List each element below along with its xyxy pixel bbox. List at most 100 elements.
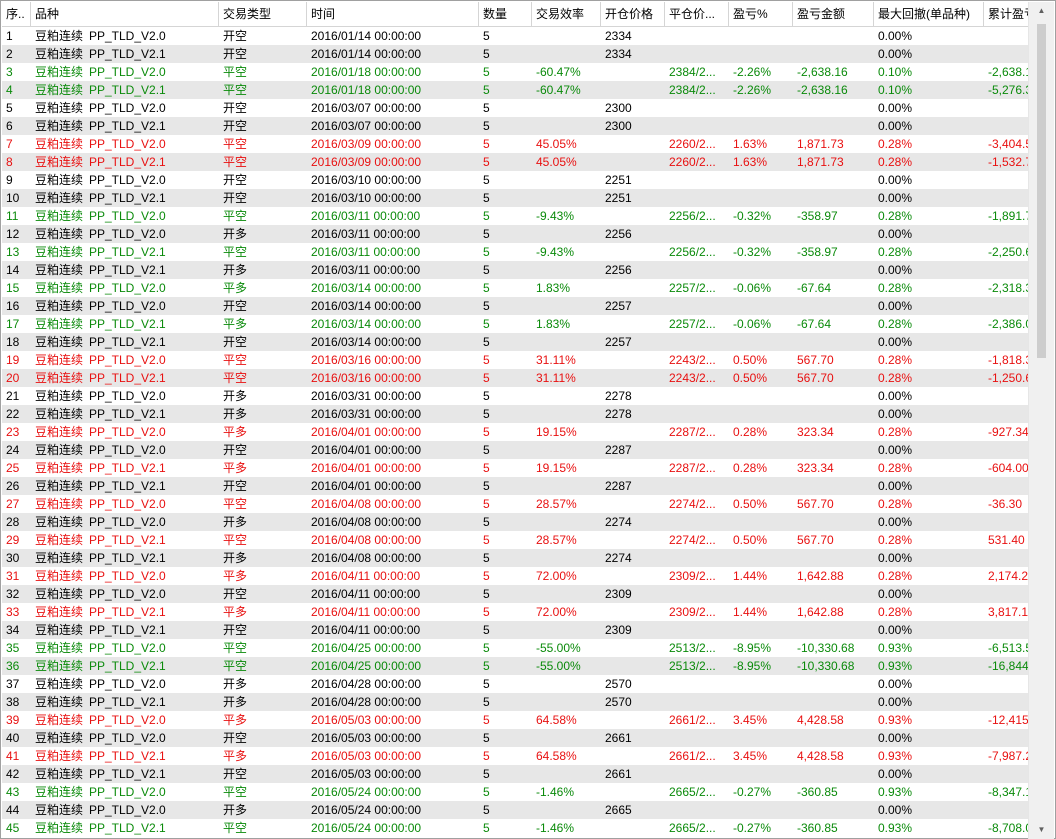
row-close-price (665, 621, 729, 639)
table-row[interactable]: 26 豆粕连续 PP_TLD_V2.1 开空 2016/04/01 00:00:00 5 2… (2, 477, 1030, 495)
table-row[interactable]: 12 豆粕连续 PP_TLD_V2.0 开多 2016/03/11 00:00:00 5 2… (2, 225, 1030, 243)
row-instrument: 豆粕连续 (35, 731, 84, 745)
column-header-efficiency[interactable]: 交易效率 (532, 2, 601, 26)
row-cumulative-pnl (984, 171, 1030, 189)
column-header-pnl-amount[interactable]: 盈亏金额 (793, 2, 874, 26)
row-max-drawdown: 0.00% (878, 191, 913, 205)
table-row[interactable]: 6 豆粕连续 PP_TLD_V2.1 开空 2016/03/07 00:00:00 5 23… (2, 117, 1030, 135)
table-row[interactable]: 41 豆粕连续 PP_TLD_V2.1 平多 2016/05/03 00:00:00 5 6… (2, 747, 1030, 765)
table-row[interactable]: 14 豆粕连续 PP_TLD_V2.1 开多 2016/03/11 00:00:00 5 2… (2, 261, 1030, 279)
row-pnl-pct (729, 441, 793, 459)
row-efficiency: 19.15% (536, 425, 577, 439)
row-seq: 43 (6, 785, 20, 799)
column-header-strategy[interactable] (85, 2, 219, 26)
table-row[interactable]: 13 豆粕连续 PP_TLD_V2.1 平空 2016/03/11 00:00:00 5 -… (2, 243, 1030, 261)
column-header-seq[interactable]: 序.. (2, 2, 31, 26)
arrow-down-icon[interactable]: ▼ (1037, 825, 1046, 834)
table-row[interactable]: 15 豆粕连续 PP_TLD_V2.0 平多 2016/03/14 00:00:00 5 1… (2, 279, 1030, 297)
table-row[interactable]: 7 豆粕连续 PP_TLD_V2.0 平空 2016/03/09 00:00:00 5 45… (2, 135, 1030, 153)
row-efficiency (532, 225, 601, 243)
table-row[interactable]: 40 豆粕连续 PP_TLD_V2.0 开空 2016/05/03 00:00:00 5 2… (2, 729, 1030, 747)
table-row[interactable]: 4 豆粕连续 PP_TLD_V2.1 平空 2016/01/18 00:00:00 5 -6… (2, 81, 1030, 99)
row-instrument: 豆粕连续 (35, 497, 84, 511)
row-close-price (665, 405, 729, 423)
table-row[interactable]: 21 豆粕连续 PP_TLD_V2.0 开多 2016/03/31 00:00:00 5 2… (2, 387, 1030, 405)
row-cumulative-pnl: -1,250.6 (988, 371, 1030, 385)
table-row[interactable]: 8 豆粕连续 PP_TLD_V2.1 平空 2016/03/09 00:00:00 5 45… (2, 153, 1030, 171)
table-row[interactable]: 29 豆粕连续 PP_TLD_V2.1 平空 2016/04/08 00:00:00 5 2… (2, 531, 1030, 549)
table-row[interactable]: 11 豆粕连续 PP_TLD_V2.0 平空 2016/03/11 00:00:00 5 -… (2, 207, 1030, 225)
table-row[interactable]: 35 豆粕连续 PP_TLD_V2.0 平空 2016/04/25 00:00:00 5 -… (2, 639, 1030, 657)
column-header-quantity[interactable]: 数量 (479, 2, 532, 26)
table-row[interactable]: 39 豆粕连续 PP_TLD_V2.0 平多 2016/05/03 00:00:00 5 6… (2, 711, 1030, 729)
table-row[interactable]: 10 豆粕连续 PP_TLD_V2.1 开空 2016/03/10 00:00:00 5 2… (2, 189, 1030, 207)
row-pnl-amount (793, 621, 874, 639)
row-pnl-pct: 0.28% (733, 461, 768, 475)
table-row[interactable]: 22 豆粕连续 PP_TLD_V2.1 开多 2016/03/31 00:00:00 5 2… (2, 405, 1030, 423)
row-trade-type: 开多 (223, 227, 248, 241)
table-row[interactable]: 16 豆粕连续 PP_TLD_V2.0 开空 2016/03/14 00:00:00 5 2… (2, 297, 1030, 315)
table-row[interactable]: 42 豆粕连续 PP_TLD_V2.1 开空 2016/05/03 00:00:00 5 2… (2, 765, 1030, 783)
row-pnl-amount (793, 297, 874, 315)
table-row[interactable]: 3 豆粕连续 PP_TLD_V2.0 平空 2016/01/18 00:00:00 5 -6… (2, 63, 1030, 81)
table-row[interactable]: 24 豆粕连续 PP_TLD_V2.0 开空 2016/04/01 00:00:00 5 2… (2, 441, 1030, 459)
table-row[interactable]: 2 豆粕连续 PP_TLD_V2.1 开空 2016/01/14 00:00:00 5 23… (2, 45, 1030, 63)
column-header-trade-type[interactable]: 交易类型 (219, 2, 307, 26)
table-row[interactable]: 30 豆粕连续 PP_TLD_V2.1 开多 2016/04/08 00:00:00 5 2… (2, 549, 1030, 567)
column-header-cumulative-pnl[interactable]: 累计盈亏 (984, 2, 1030, 26)
table-row[interactable]: 38 豆粕连续 PP_TLD_V2.1 开多 2016/04/28 00:00:00 5 2… (2, 693, 1030, 711)
column-header-instrument[interactable]: 品种 (35, 7, 60, 21)
table-row[interactable]: 37 豆粕连续 PP_TLD_V2.0 开多 2016/04/28 00:00:00 5 2… (2, 675, 1030, 693)
table-row[interactable]: 25 豆粕连续 PP_TLD_V2.1 平多 2016/04/01 00:00:00 5 1… (2, 459, 1030, 477)
table-row[interactable]: 27 豆粕连续 PP_TLD_V2.0 平空 2016/04/08 00:00:00 5 2… (2, 495, 1030, 513)
table-row[interactable]: 5 豆粕连续 PP_TLD_V2.0 开空 2016/03/07 00:00:00 5 23… (2, 99, 1030, 117)
table-row[interactable]: 43 豆粕连续 PP_TLD_V2.0 平空 2016/05/24 00:00:00 5 -… (2, 783, 1030, 801)
row-pnl-amount: 567.70 (797, 353, 834, 367)
row-open-price: 2257 (605, 335, 632, 349)
vertical-scrollbar[interactable]: ▲ ▼ (1028, 2, 1054, 839)
row-seq: 44 (6, 803, 20, 817)
column-header-time[interactable]: 时间 (307, 2, 479, 26)
table-row[interactable]: 32 豆粕连续 PP_TLD_V2.0 开空 2016/04/11 00:00:00 5 2… (2, 585, 1030, 603)
row-seq: 2 (6, 47, 13, 61)
row-max-drawdown: 0.10% (878, 83, 913, 97)
row-time: 2016/04/08 00:00:00 (311, 497, 422, 511)
table-row[interactable]: 45 豆粕连续 PP_TLD_V2.1 平空 2016/05/24 00:00:00 5 -… (2, 819, 1030, 837)
table-row[interactable]: 20 豆粕连续 PP_TLD_V2.1 平空 2016/03/16 00:00:00 5 3… (2, 369, 1030, 387)
row-instrument: 豆粕连续 (35, 443, 84, 457)
row-open-price (601, 423, 665, 441)
column-header-max-drawdown[interactable]: 最大回撤(单品种) (874, 2, 984, 26)
table-row[interactable]: 34 豆粕连续 PP_TLD_V2.1 开空 2016/04/11 00:00:00 5 2… (2, 621, 1030, 639)
row-max-drawdown: 0.00% (878, 389, 913, 403)
row-close-price (665, 675, 729, 693)
table-row[interactable]: 31 豆粕连续 PP_TLD_V2.0 平多 2016/04/11 00:00:00 5 7… (2, 567, 1030, 585)
row-pnl-amount (793, 549, 874, 567)
row-efficiency (532, 513, 601, 531)
table-row[interactable]: 23 豆粕连续 PP_TLD_V2.0 平多 2016/04/01 00:00:00 5 1… (2, 423, 1030, 441)
row-pnl-pct: 0.50% (733, 353, 768, 367)
row-max-drawdown: 0.28% (878, 605, 913, 619)
row-max-drawdown: 0.28% (878, 245, 913, 259)
table-row[interactable]: 18 豆粕连续 PP_TLD_V2.1 开空 2016/03/14 00:00:00 5 2… (2, 333, 1030, 351)
column-header-open-price[interactable]: 开仓价格 (601, 2, 665, 26)
table-row[interactable]: 36 豆粕连续 PP_TLD_V2.1 平空 2016/04/25 00:00:00 5 -… (2, 657, 1030, 675)
table-row[interactable]: 1 豆粕连续 PP_TLD_V2.0 开空 2016/01/14 00:00:00 5 23… (2, 27, 1030, 45)
row-open-price: 2274 (605, 551, 632, 565)
table-row[interactable]: 9 豆粕连续 PP_TLD_V2.0 开空 2016/03/10 00:00:00 5 22… (2, 171, 1030, 189)
row-close-price: 2665/2... (669, 821, 716, 835)
column-header-close-price[interactable]: 平仓价... (665, 2, 729, 26)
row-instrument: 豆粕连续 (35, 749, 84, 763)
row-cumulative-pnl: -2,250.6 (988, 245, 1030, 259)
arrow-up-icon[interactable]: ▲ (1037, 6, 1046, 15)
row-strategy: PP_TLD_V2.0 (89, 389, 166, 403)
table-row[interactable]: 19 豆粕连续 PP_TLD_V2.0 平空 2016/03/16 00:00:00 5 3… (2, 351, 1030, 369)
row-cumulative-pnl (984, 549, 1030, 567)
table-row[interactable]: 17 豆粕连续 PP_TLD_V2.1 平多 2016/03/14 00:00:00 5 1… (2, 315, 1030, 333)
column-header-pnl-pct[interactable]: 盈亏% (729, 2, 793, 26)
row-close-price: 2257/2... (669, 317, 716, 331)
table-row[interactable]: 44 豆粕连续 PP_TLD_V2.0 开多 2016/05/24 00:00:00 5 2… (2, 801, 1030, 819)
scrollbar-thumb[interactable] (1037, 24, 1046, 358)
table-row[interactable]: 28 豆粕连续 PP_TLD_V2.0 开多 2016/04/08 00:00:00 5 2… (2, 513, 1030, 531)
table-row[interactable]: 33 豆粕连续 PP_TLD_V2.1 平多 2016/04/11 00:00:00 5 7… (2, 603, 1030, 621)
row-cumulative-pnl (984, 189, 1030, 207)
